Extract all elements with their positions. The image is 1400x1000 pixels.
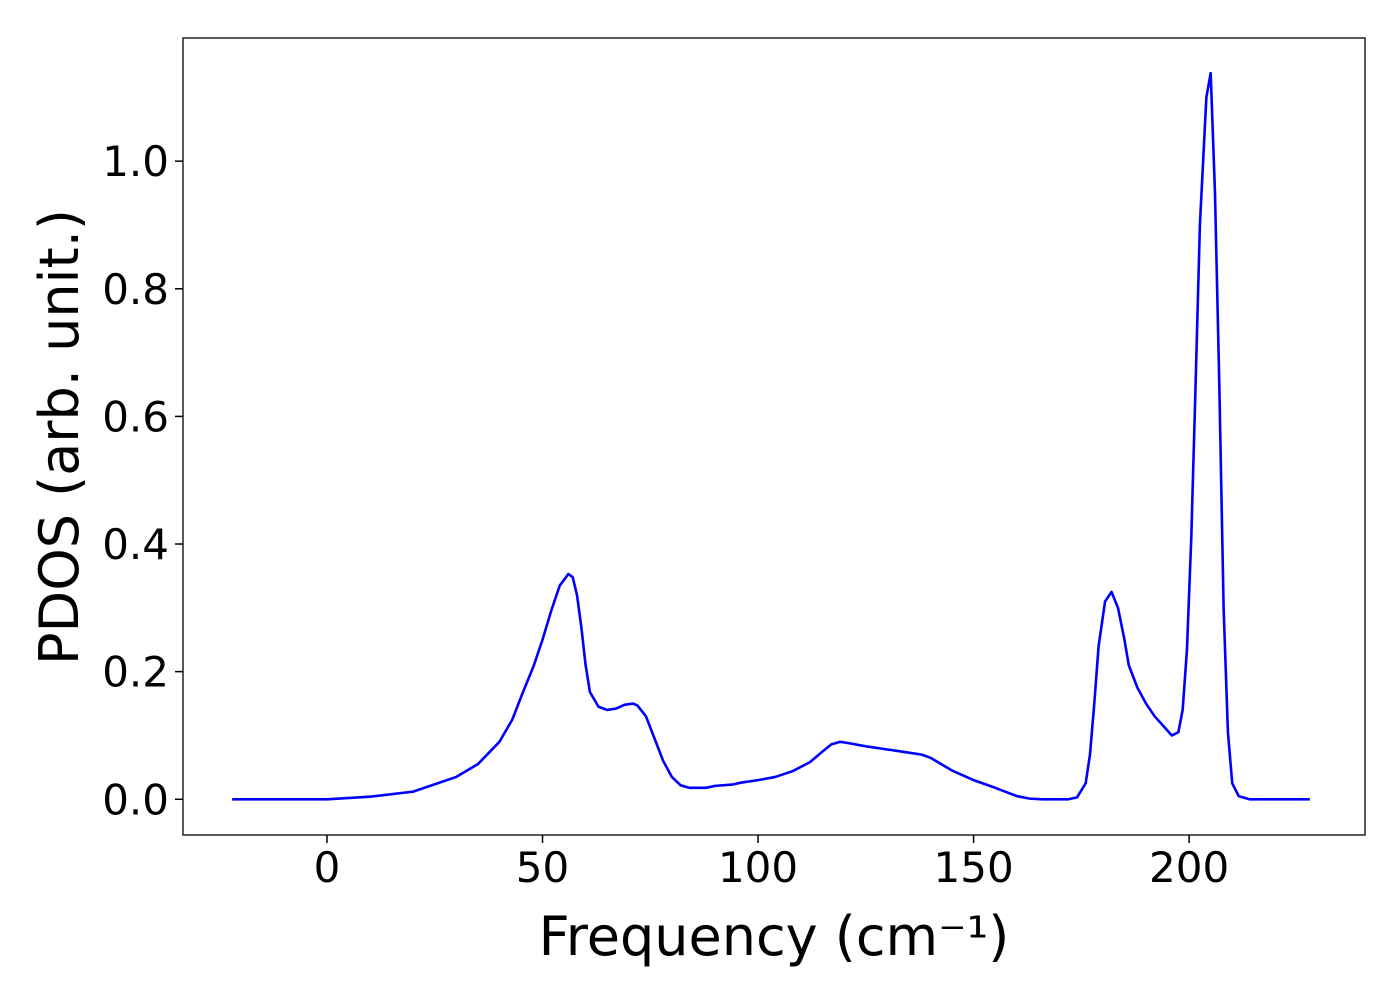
y-tick-label: 1.0 [102, 137, 169, 186]
x-tick-label: 150 [934, 843, 1014, 892]
y-tick-label: 0.0 [102, 775, 169, 824]
x-tick-label: 200 [1149, 843, 1229, 892]
y-tick-label: 0.6 [102, 392, 169, 441]
plot-frame [182, 37, 1366, 836]
y-axis-label: PDOS (arb. unit.) [28, 209, 91, 665]
y-tick-label: 0.8 [102, 265, 169, 314]
x-tick-label: 50 [516, 843, 569, 892]
x-tick-label: 0 [314, 843, 341, 892]
x-tick-label: 100 [718, 843, 798, 892]
data-line [232, 71, 1310, 801]
y-tick-label: 0.4 [102, 520, 169, 569]
y-tick-label: 0.2 [102, 648, 169, 697]
x-axis-label: Frequency (cm⁻¹) [539, 905, 1010, 968]
